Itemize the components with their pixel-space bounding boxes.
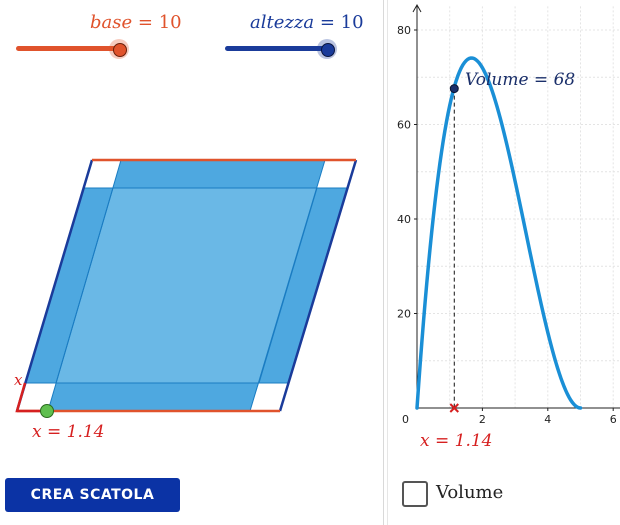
curve-layer: [415, 56, 583, 410]
corner-square-bottom-left: [17, 383, 56, 411]
volume-point: [449, 84, 459, 94]
fold-lines-2: [249, 159, 326, 412]
axes-layer: [412, 3, 620, 409]
panel-divider-shadow: [387, 0, 388, 525]
x-marker-stroke-2: [449, 403, 459, 413]
y-axis-arrow: [412, 3, 422, 13]
volume-checkbox[interactable]: [402, 481, 428, 507]
net-right-edge: [278, 159, 358, 412]
base-slider-label: base = 10: [90, 12, 182, 33]
point-layer: [449, 84, 459, 413]
base-slider-knob[interactable]: [113, 43, 127, 57]
x-drag-point[interactable]: [40, 404, 54, 418]
panel-divider[interactable]: [383, 0, 384, 525]
fold-lines: [47, 159, 122, 412]
x-tick-label: 6: [610, 413, 617, 426]
altezza-slider-label: altezza = 10: [250, 12, 364, 33]
altezza-equals: =: [319, 12, 335, 33]
y-tick-label: 20: [397, 308, 411, 321]
net-left-edge: [15, 159, 94, 412]
x-readout-left: x = 1.14: [32, 422, 105, 442]
altezza-value: 10: [340, 12, 364, 33]
box-net-drawing: [15, 158, 358, 418]
corner-square-bottom-right: [250, 383, 289, 411]
y-tick-label: 60: [397, 119, 411, 132]
x-tick-label: 2: [479, 413, 486, 426]
volume-curve: [415, 56, 583, 410]
y-tick-label: 40: [397, 213, 411, 226]
base-name: base: [90, 12, 133, 33]
x-tick-label: 4: [544, 413, 551, 426]
x-cut-marker: [15, 382, 48, 413]
origin-label: 0: [402, 413, 409, 426]
base-slider-track[interactable]: [16, 46, 119, 51]
corner-square-top-right: [317, 160, 356, 188]
altezza-name: altezza: [250, 12, 315, 33]
altezza-slider-knob[interactable]: [321, 43, 335, 57]
volume-checkbox-label: Volume: [436, 482, 504, 503]
volume-point-label: Volume = 68: [465, 70, 576, 90]
grid-layer: [417, 6, 620, 408]
corner-square-top-left: [84, 160, 121, 188]
y-tick-label: 80: [397, 24, 411, 37]
x-readout-right: x = 1.14: [420, 431, 493, 451]
base-equals: =: [137, 12, 153, 33]
x-side-label: x: [14, 371, 23, 389]
base-value: 10: [158, 12, 182, 33]
crea-scatola-label: CREA SCATOLA: [30, 487, 155, 503]
altezza-slider-track[interactable]: [225, 46, 327, 51]
crea-scatola-button[interactable]: CREA SCATOLA: [5, 478, 180, 512]
